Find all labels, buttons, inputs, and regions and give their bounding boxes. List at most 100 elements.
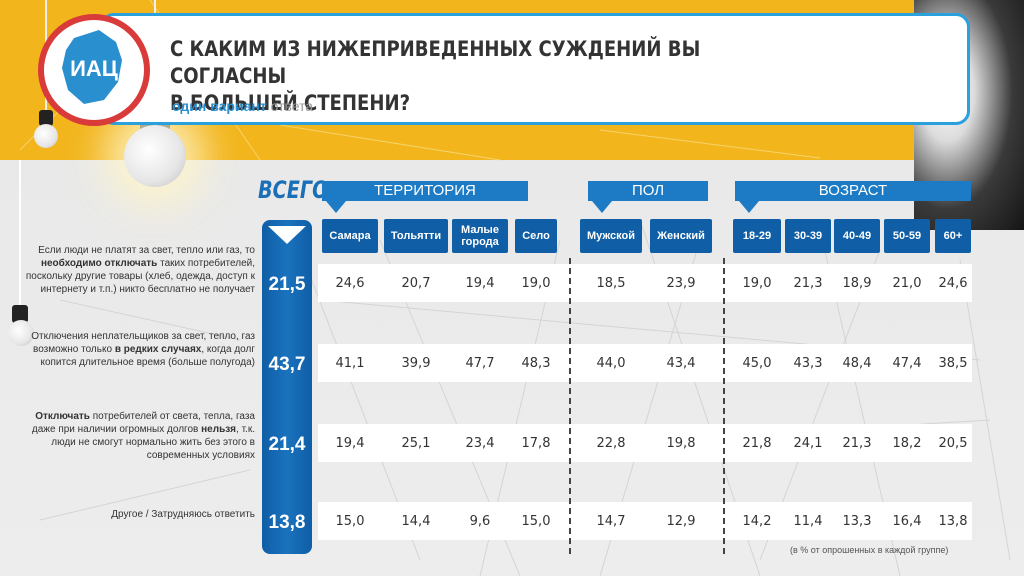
row-label: Отключать потребителей от света, тепла, … <box>20 410 255 462</box>
table-cell: 19,4 <box>335 436 365 451</box>
lamp-socket <box>12 305 28 323</box>
table-cell: 18,2 <box>892 436 922 451</box>
table-cell: 20,5 <box>938 436 968 451</box>
total-value: 43,7 <box>268 354 306 375</box>
header-card <box>100 13 970 125</box>
table-cell: 14,7 <box>596 514 626 529</box>
table-cell: 43,4 <box>666 356 696 371</box>
logo-text: ИАЦ <box>70 56 118 81</box>
table-cell: 21,3 <box>842 436 872 451</box>
row-label-text: , т.к. люди не смогут нормально жить без… <box>51 424 255 461</box>
group-separator <box>569 258 571 554</box>
total-label: ВСЕГО <box>258 176 329 204</box>
table-cell: 17,8 <box>521 436 551 451</box>
column-header: 50-59 <box>884 219 930 253</box>
group-header-age: ВОЗРАСТ <box>735 181 971 213</box>
table-cell: 13,8 <box>938 514 968 529</box>
row-label-emphasis: нельзя <box>201 424 237 435</box>
table-row <box>318 264 972 302</box>
table-cell: 25,1 <box>401 436 431 451</box>
footnote: (в % от опрошенных в каждой группе) <box>790 545 949 555</box>
row-label: Отключения неплательщиков за свет, тепло… <box>20 330 255 369</box>
row-label-text: потребителей от света, тепла, газа даже … <box>31 411 255 435</box>
subtitle: один вариант ответа <box>172 98 313 114</box>
table-cell: 48,4 <box>842 356 872 371</box>
table-cell: 14,2 <box>742 514 772 529</box>
total-column <box>262 220 312 554</box>
row-label: Если люди не платят за свет, тепло или г… <box>20 244 255 296</box>
column-header: 40-49 <box>834 219 880 253</box>
table-cell: 23,4 <box>465 436 495 451</box>
table-cell: 19,0 <box>521 276 551 291</box>
row-label-text: Другое / Затрудняюсь ответить <box>111 509 255 520</box>
logo: ИАЦ <box>38 14 150 126</box>
total-value: 13,8 <box>268 512 306 533</box>
table-row <box>318 424 972 462</box>
group-header-territory: ТЕРРИТОРИЯ <box>322 181 528 213</box>
group-header-gender: ПОЛ <box>588 181 708 213</box>
table-cell: 19,8 <box>666 436 696 451</box>
table-cell: 13,3 <box>842 514 872 529</box>
table-row <box>318 502 972 540</box>
table-cell: 16,4 <box>892 514 922 529</box>
row-label-text: таких потребителей, поскольку другие тов… <box>25 258 255 295</box>
table-cell: 20,7 <box>401 276 431 291</box>
table-cell: 43,3 <box>793 356 823 371</box>
table-cell: 19,4 <box>465 276 495 291</box>
lamp-cord <box>19 160 21 310</box>
table-cell: 9,6 <box>469 514 491 529</box>
title-line-1: С КАКИМ ИЗ НИЖЕПРИВЕДЕННЫХ СУЖДЕНИЙ ВЫ С… <box>170 37 701 88</box>
column-header: Самара <box>322 219 378 253</box>
column-header: Село <box>515 219 557 253</box>
column-header: Тольятти <box>384 219 448 253</box>
table-cell: 47,7 <box>465 356 495 371</box>
table-cell: 47,4 <box>892 356 922 371</box>
table-cell: 44,0 <box>596 356 626 371</box>
subtitle-accent: один вариант <box>172 98 267 114</box>
total-value: 21,5 <box>268 274 306 295</box>
page-title: С КАКИМ ИЗ НИЖЕПРИВЕДЕННЫХ СУЖДЕНИЙ ВЫ С… <box>170 36 772 117</box>
table-row <box>318 344 972 382</box>
group-separator <box>723 258 725 554</box>
table-cell: 14,4 <box>401 514 431 529</box>
table-cell: 24,6 <box>938 276 968 291</box>
region-map-icon <box>62 30 122 104</box>
column-header: 30-39 <box>785 219 831 253</box>
table-cell: 21,3 <box>793 276 823 291</box>
column-header: Женский <box>650 219 712 253</box>
table-cell: 45,0 <box>742 356 772 371</box>
table-cell: 15,0 <box>335 514 365 529</box>
table-cell: 21,0 <box>892 276 922 291</box>
table-cell: 12,9 <box>666 514 696 529</box>
table-cell: 23,9 <box>666 276 696 291</box>
row-label-text: Если люди не платят за свет, тепло или г… <box>38 245 255 256</box>
table-cell: 24,1 <box>793 436 823 451</box>
table-cell: 19,0 <box>742 276 772 291</box>
lamp-socket <box>39 110 53 126</box>
lamp-bulb-icon <box>124 125 186 187</box>
row-label-text: Отключения неплательщиков за свет, тепло… <box>31 331 255 355</box>
table-cell: 22,8 <box>596 436 626 451</box>
column-header: 60+ <box>935 219 971 253</box>
table-cell: 38,5 <box>938 356 968 371</box>
table-cell: 21,8 <box>742 436 772 451</box>
table-cell: 41,1 <box>335 356 365 371</box>
subtitle-light: ответа <box>270 98 314 114</box>
table-cell: 39,9 <box>401 356 431 371</box>
column-header: Мужской <box>580 219 642 253</box>
table-cell: 11,4 <box>793 514 823 529</box>
column-header: Малые города <box>452 219 508 253</box>
lamp-bulb-icon <box>34 124 58 148</box>
row-label: Другое / Затрудняюсь ответить <box>20 508 255 521</box>
table-cell: 18,5 <box>596 276 626 291</box>
total-arrow-icon <box>268 226 306 244</box>
row-label-text: , когда долг копится длительное время (б… <box>40 344 255 368</box>
table-cell: 18,9 <box>842 276 872 291</box>
row-label-emphasis: в редких случаях <box>114 344 202 355</box>
title-line-2: В БОЛЬШЕЙ СТЕПЕНИ? <box>170 91 411 115</box>
table-cell: 24,6 <box>335 276 365 291</box>
row-label-emphasis: необходимо отключать <box>40 258 158 269</box>
table-cell: 48,3 <box>521 356 551 371</box>
total-value: 21,4 <box>268 434 306 455</box>
column-header: 18-29 <box>733 219 781 253</box>
